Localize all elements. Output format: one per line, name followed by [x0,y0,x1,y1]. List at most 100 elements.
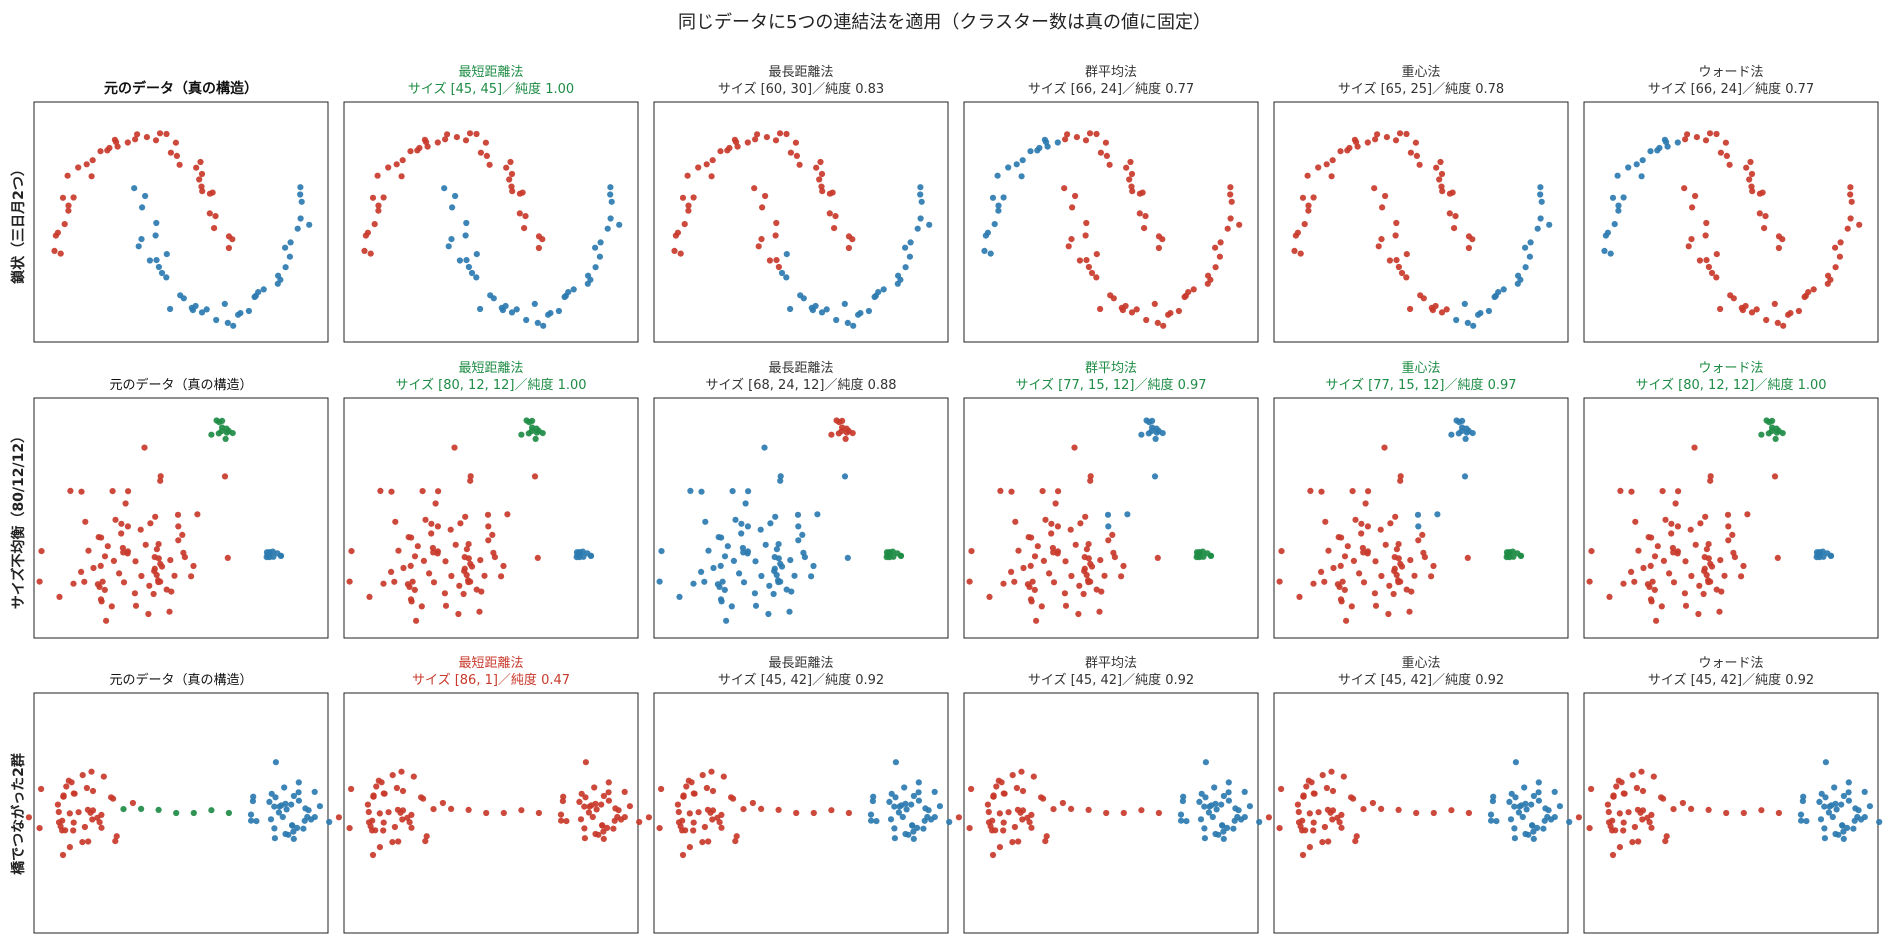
data-point [175,523,182,530]
data-point [841,473,849,480]
panel-frame [1583,397,1879,639]
data-point [1703,571,1710,579]
panel-method-label: 重心法 [1401,656,1441,671]
data-point [1534,225,1541,232]
data-point [1522,244,1529,251]
data-point [1038,603,1045,610]
data-point [1106,161,1113,168]
data-point [1175,307,1182,315]
data-point [118,520,125,527]
data-point [1110,295,1117,302]
data-point [745,488,752,495]
data-point [197,158,204,166]
data-point [1391,565,1398,572]
data-point [1126,176,1133,183]
data-point [1008,568,1015,576]
data-point [766,257,774,264]
data-point [138,805,145,813]
data-point [775,541,782,548]
data-point [163,251,170,258]
data-point [615,807,622,814]
data-point [452,541,459,548]
data-point [1526,253,1533,260]
data-point [1713,130,1720,138]
data-point [1420,549,1427,556]
data-point [361,247,368,254]
data-point [565,289,572,296]
data-point [499,307,506,314]
data-point [367,250,374,257]
data-point [1730,295,1737,302]
data-point [1876,818,1883,826]
data-point [903,806,910,813]
panel-stats-label: サイズ [80, 12, 12]／純度 1.00 [1635,378,1827,393]
data-point [1202,794,1209,801]
data-point [1848,198,1855,205]
data-point [1616,810,1623,817]
data-point [1779,236,1786,243]
data-point [1364,523,1371,530]
data-point [398,173,405,180]
data-point [153,219,160,227]
data-point [1136,190,1143,197]
panel-method-label: 最短距離法 [458,65,524,80]
data-point [477,149,484,156]
data-point [1216,253,1223,260]
data-point [1515,809,1522,816]
data-point [946,818,953,826]
data-point [690,819,697,826]
data-point [762,192,769,200]
panel-frame [963,101,1259,343]
data-point [1069,204,1076,211]
data-point [1306,810,1313,817]
data-point [684,172,691,179]
data-point [723,617,730,624]
data-point [581,835,589,842]
data-point [540,322,547,329]
data-point [989,851,997,859]
data-point [385,164,392,171]
data-point [441,185,448,192]
data-point [570,286,577,293]
data-point [1072,541,1079,548]
data-point [917,215,924,222]
data-point [1300,792,1307,799]
data-point [1014,806,1022,813]
data-point [1411,572,1418,579]
data-point [849,236,856,243]
data-point [391,823,398,831]
data-point [1470,322,1477,329]
data-point [1723,152,1730,159]
data-point [365,808,372,816]
data-point [1338,824,1345,831]
data-point [457,520,464,527]
data-point [906,253,914,260]
data-point [135,243,142,250]
data-point [294,824,301,832]
data-point [272,794,279,801]
data-point [98,811,105,819]
data-point [1329,816,1336,823]
data-point [763,134,771,141]
data-point [1660,557,1667,565]
data-point [1265,814,1272,821]
data-point [1822,759,1829,766]
data-point [96,819,103,826]
data-point [1700,590,1707,598]
data-point [1076,257,1083,264]
data-point [1179,798,1186,805]
data-point [163,586,170,593]
data-point [1042,516,1049,523]
data-point [1109,531,1116,539]
data-point [775,263,783,271]
data-point [996,844,1004,851]
data-point [658,785,665,793]
data-point [466,130,474,137]
figure-title: 同じデータに5つの連結法を適用（クラスター数は真の値に固定） [677,12,1212,33]
data-point [1015,547,1022,554]
data-point [555,307,563,315]
data-point [1336,819,1343,826]
data-point [1372,136,1379,143]
data-point [997,487,1004,494]
data-point [370,792,377,799]
